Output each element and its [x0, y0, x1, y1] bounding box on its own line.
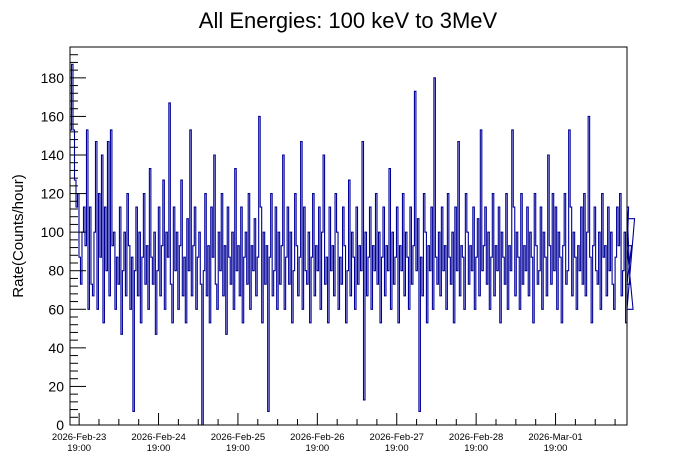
y-tick-label: 0 — [56, 417, 64, 433]
x-tick-label-date: 2026-Mar-01 — [528, 432, 582, 443]
x-tick-label-date: 2026-Feb-27 — [370, 432, 424, 443]
y-tick-label: 160 — [41, 108, 65, 124]
plot-frame — [69, 46, 628, 426]
data-series — [70, 63, 636, 426]
x-tick-label-time: 19:00 — [544, 443, 568, 454]
x-tick-label-time: 19:00 — [226, 443, 250, 454]
y-tick-label: 120 — [41, 186, 65, 202]
chart-title: All Energies: 100 keV to 3MeV — [199, 8, 498, 33]
y-tick-label: 60 — [48, 301, 64, 317]
x-tick-label-time: 19:00 — [67, 443, 91, 454]
y-tick-label: 20 — [48, 378, 64, 394]
x-tick-label-date: 2026-Feb-25 — [211, 432, 265, 443]
series-line-rate — [70, 63, 636, 426]
y-axis-label: Rate(Counts/hour) — [10, 174, 27, 297]
x-tick-label-time: 19:00 — [147, 443, 171, 454]
x-tick-label-time: 19:00 — [385, 443, 409, 454]
axes: 0204060801001201401601802026-Feb-2319:00… — [41, 46, 616, 454]
x-tick-label-time: 19:00 — [305, 443, 329, 454]
x-tick-label-time: 19:00 — [464, 443, 488, 454]
x-tick-label-date: 2026-Feb-28 — [449, 432, 503, 443]
x-tick-label-date: 2026-Feb-26 — [290, 432, 344, 443]
y-tick-label: 80 — [48, 263, 64, 279]
x-tick-label-date: 2026-Feb-24 — [131, 432, 185, 443]
y-tick-label: 100 — [41, 224, 65, 240]
y-tick-label: 40 — [48, 340, 64, 356]
x-tick-label-date: 2026-Feb-23 — [52, 432, 106, 443]
y-tick-label: 180 — [41, 70, 65, 86]
y-tick-label: 140 — [41, 147, 65, 163]
